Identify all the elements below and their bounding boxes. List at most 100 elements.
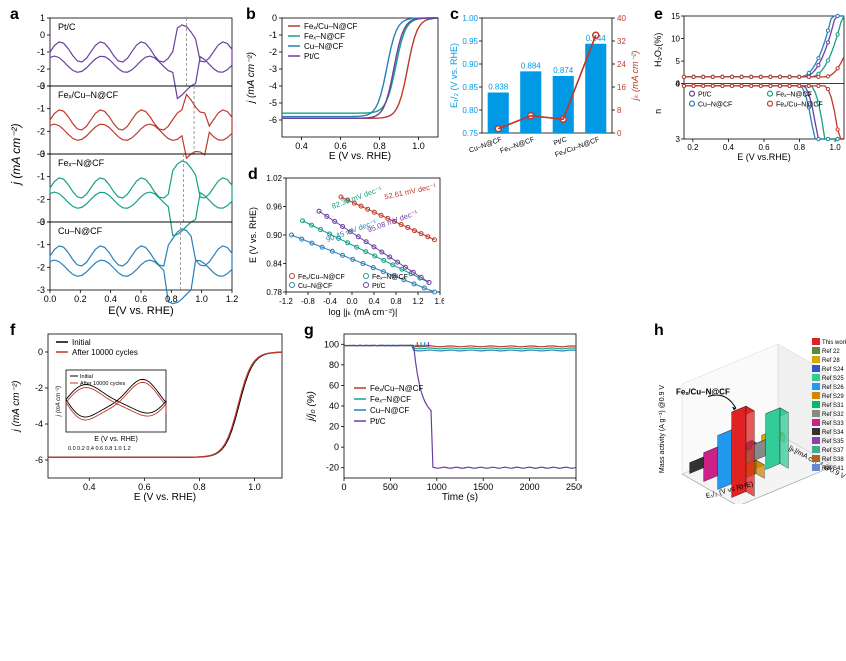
svg-text:-2: -2 (37, 64, 45, 74)
svg-text:2500: 2500 (566, 482, 582, 492)
svg-text:Feₓ/Cu–N@CF: Feₓ/Cu–N@CF (776, 102, 823, 109)
panel-c: c 0.750.800.850.900.951.0008162432400.83… (448, 8, 646, 318)
svg-text:Feₓ/Cu–N@CF: Feₓ/Cu–N@CF (304, 22, 358, 31)
svg-text:1.02: 1.02 (266, 174, 282, 183)
svg-text:H₂O₂(%): H₂O₂(%) (653, 33, 663, 67)
svg-text:Feₓ–N@CF: Feₓ–N@CF (58, 158, 105, 168)
svg-text:32: 32 (617, 37, 626, 46)
svg-text:-1: -1 (37, 104, 45, 114)
panel-e-label: e (654, 6, 663, 24)
svg-text:Feₓ–N@CF: Feₓ–N@CF (499, 136, 535, 155)
panel-a: a -3-2-101Pt/C-3-2-10Feₓ/Cu–N@CF-3-2-10F… (8, 8, 238, 318)
svg-text:1: 1 (40, 13, 45, 23)
svg-text:0.6: 0.6 (334, 141, 347, 151)
panel-b-label: b (246, 6, 256, 24)
svg-text:15: 15 (671, 12, 680, 21)
svg-text:Pt/C: Pt/C (370, 417, 386, 426)
svg-text:Ref S25: Ref S25 (822, 376, 844, 382)
svg-text:0.85: 0.85 (462, 83, 478, 92)
svg-text:-0.4: -0.4 (323, 297, 337, 306)
svg-text:0.8: 0.8 (165, 294, 178, 304)
svg-text:1.00: 1.00 (462, 14, 478, 23)
svg-text:82.38 mV dec⁻¹: 82.38 mV dec⁻¹ (330, 184, 383, 211)
svg-text:Cu–N@CF: Cu–N@CF (370, 406, 409, 415)
svg-text:Ref S31: Ref S31 (822, 403, 844, 409)
svg-text:Feₓ–N@CF: Feₓ–N@CF (776, 92, 812, 99)
svg-text:0.4: 0.4 (368, 297, 380, 306)
svg-text:0.4: 0.4 (723, 143, 735, 152)
svg-text:0.884: 0.884 (521, 61, 542, 70)
svg-text:0.838: 0.838 (488, 83, 509, 92)
svg-text:0.0: 0.0 (346, 297, 358, 306)
svg-text:4: 4 (676, 80, 681, 89)
svg-text:-6: -6 (35, 455, 43, 465)
svg-text:Cu–N@CF: Cu–N@CF (58, 226, 103, 236)
svg-text:Pt/C: Pt/C (304, 52, 320, 61)
svg-text:0.84: 0.84 (266, 260, 282, 269)
svg-text:3: 3 (676, 135, 681, 144)
panel-e: e 0.20.40.60.81.005101534Pt/CFeₓ–N@CFCu–… (652, 8, 846, 318)
svg-text:Pt/C: Pt/C (372, 283, 386, 290)
svg-text:E (V vs.RHE): E (V vs.RHE) (737, 152, 791, 162)
svg-text:24: 24 (617, 60, 626, 69)
svg-text:52.61 mV dec⁻¹: 52.61 mV dec⁻¹ (384, 181, 438, 201)
svg-text:0.2: 0.2 (74, 294, 87, 304)
svg-text:0.6: 0.6 (758, 143, 770, 152)
svg-text:E(V vs. RHE): E(V vs. RHE) (108, 305, 173, 317)
svg-text:-1: -1 (37, 240, 45, 250)
svg-text:40: 40 (617, 14, 626, 23)
svg-text:0.874: 0.874 (553, 66, 574, 75)
svg-text:0: 0 (617, 129, 622, 138)
svg-text:-3: -3 (269, 64, 277, 74)
svg-text:-2: -2 (37, 126, 45, 136)
svg-text:0.4: 0.4 (83, 482, 96, 492)
svg-text:0.8: 0.8 (373, 141, 386, 151)
svg-text:log |jₖ (mA cm⁻²)|: log |jₖ (mA cm⁻²)| (329, 307, 398, 317)
svg-text:-20: -20 (326, 463, 339, 473)
svg-text:E (V vs. RHE): E (V vs. RHE) (248, 207, 258, 263)
svg-text:1500: 1500 (473, 482, 493, 492)
svg-text:Ref S26: Ref S26 (822, 385, 844, 391)
svg-text:0: 0 (341, 482, 346, 492)
svg-text:Cu–N@CF: Cu–N@CF (304, 42, 343, 51)
svg-text:500: 500 (383, 482, 398, 492)
svg-text:Ref S32: Ref S32 (822, 412, 844, 418)
svg-text:1.0: 1.0 (830, 143, 842, 152)
svg-text:0.6: 0.6 (135, 294, 148, 304)
svg-text:0: 0 (40, 217, 45, 227)
svg-text:-2: -2 (35, 383, 43, 393)
svg-text:Feₓ/Cu–N@CF: Feₓ/Cu–N@CF (58, 90, 119, 100)
svg-text:Feₓ–N@CF: Feₓ–N@CF (372, 274, 408, 281)
svg-text:-5: -5 (269, 98, 277, 108)
svg-text:-6: -6 (269, 115, 277, 125)
svg-text:16: 16 (617, 83, 626, 92)
svg-text:E (V vs. RHE): E (V vs. RHE) (134, 492, 196, 503)
svg-text:0: 0 (272, 13, 277, 23)
svg-text:0.96: 0.96 (266, 203, 282, 212)
svg-text:Initial: Initial (80, 374, 93, 380)
svg-text:Ref S24: Ref S24 (822, 367, 844, 373)
svg-text:Ref S33: Ref S33 (822, 421, 844, 427)
svg-text:E (V vs. RHE): E (V vs. RHE) (329, 151, 391, 162)
svg-text:j (mA cm⁻²): j (mA cm⁻²) (56, 386, 62, 418)
svg-text:100: 100 (324, 339, 339, 349)
svg-text:0: 0 (40, 30, 45, 40)
svg-text:0.2: 0.2 (687, 143, 699, 152)
svg-text:40: 40 (329, 401, 339, 411)
panel-g: g 05001000150020002500-20020406080100Feₓ… (302, 324, 582, 504)
panel-c-label: c (450, 6, 459, 24)
svg-text:0.95: 0.95 (462, 37, 478, 46)
svg-text:8: 8 (617, 106, 622, 115)
svg-text:jₖ (mA cm⁻²): jₖ (mA cm⁻²) (630, 51, 640, 102)
svg-text:1.0: 1.0 (248, 482, 261, 492)
svg-text:5: 5 (676, 57, 681, 66)
svg-text:0.0 0.2 0.4 0.6 0.8 1.0 1.2: 0.0 0.2 0.4 0.6 0.8 1.0 1.2 (68, 446, 131, 452)
svg-text:0.6: 0.6 (138, 482, 151, 492)
svg-text:-2: -2 (37, 194, 45, 204)
svg-text:n: n (653, 109, 663, 114)
svg-text:0.4: 0.4 (295, 141, 308, 151)
svg-text:Pt/C: Pt/C (698, 92, 712, 99)
svg-text:0.0: 0.0 (44, 294, 57, 304)
svg-text:0: 0 (38, 347, 43, 357)
svg-text:2000: 2000 (520, 482, 540, 492)
